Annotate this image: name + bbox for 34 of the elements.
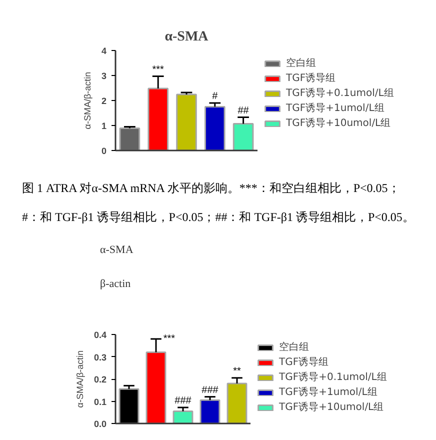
data-label: *** [152,64,164,76]
data-label: *** [163,333,176,344]
y-axis-title: α-SMA/β-actin [74,350,85,408]
y-tick-label: 0.4 [94,330,107,340]
legend-label: TGF诱导+10umol/L组 [286,116,391,130]
y-tick-label: 0.3 [94,352,107,362]
chart-title: α-SMA [164,30,210,44]
legend-label: TGF诱导+1umol/L组 [286,102,384,115]
legend-label: TGF诱导+1umol/L组 [279,386,378,399]
legend-label: 空白组 [279,340,309,354]
y-tick-label: 4 [101,46,107,56]
y-tick-label: 0.2 [94,374,107,384]
text: α-SMA [100,243,134,258]
data-label: ### [174,395,192,406]
y-tick-label: 2 [101,96,107,106]
data-label: ### [202,384,219,396]
y-tick-label: 3 [101,71,107,81]
data-label: ## [238,105,250,116]
data-label: # [212,91,218,102]
legend-label: TGF诱导+10umol/L组 [279,400,384,414]
y-tick-label: 0.1 [94,396,107,407]
y-tick-label: 0.0 [94,419,107,429]
text: β-actin [100,277,131,292]
y-tick-label: 1 [101,121,107,131]
y-tick-label: 0 [101,146,107,156]
y-axis-title: α-SMA/β-actin [82,72,92,130]
legend-label: TGF诱导组 [286,72,336,85]
data-label: ** [233,366,241,377]
legend-label: TGF诱导+0.1umol/L组 [286,86,394,100]
caption: 图 1 ATRA 对α-SMA mRNA 水平的影响。***：和空白组相比，P<0.05； [22,180,400,196]
legend-label: 空白组 [286,56,316,70]
text: #：和 TGF-β1 诱导组相比，P<0.05；##：和 TGF-β1 诱导组相比，P<0.05。 [22,209,414,225]
legend-label: TGF诱导+0.1umol/L组 [279,370,387,384]
legend-label: TGF诱导组 [279,356,329,369]
